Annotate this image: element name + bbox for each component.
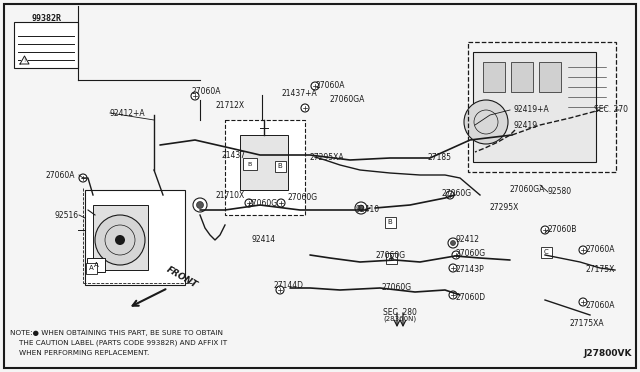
Text: A: A: [93, 262, 99, 268]
Text: 27060GA: 27060GA: [510, 186, 545, 195]
Circle shape: [387, 254, 395, 262]
Text: 27060GA: 27060GA: [330, 96, 365, 105]
Text: 92412+A: 92412+A: [110, 109, 146, 118]
Text: 99382R: 99382R: [31, 14, 61, 23]
Circle shape: [449, 291, 457, 299]
Circle shape: [452, 251, 460, 259]
Circle shape: [196, 202, 204, 208]
Circle shape: [579, 298, 587, 306]
Circle shape: [191, 92, 199, 100]
Circle shape: [301, 104, 309, 112]
Text: 27060A: 27060A: [45, 170, 75, 180]
Text: 27295XA: 27295XA: [310, 154, 344, 163]
Text: 21437: 21437: [222, 151, 246, 160]
Circle shape: [245, 199, 253, 207]
Text: 27060A: 27060A: [192, 87, 221, 96]
Text: 21712X: 21712X: [215, 100, 244, 109]
Text: SEC. 280: SEC. 280: [383, 308, 417, 317]
Circle shape: [79, 174, 87, 182]
Text: 27060A: 27060A: [586, 246, 616, 254]
Text: 92412: 92412: [455, 235, 479, 244]
Text: 27060G: 27060G: [288, 193, 318, 202]
Circle shape: [311, 82, 319, 90]
Text: 92419: 92419: [513, 121, 537, 129]
Circle shape: [449, 264, 457, 272]
Text: SEC. 270: SEC. 270: [594, 106, 628, 115]
Text: A: A: [388, 255, 394, 261]
Text: 27060G: 27060G: [442, 189, 472, 198]
Bar: [473, 52, 596, 162]
Text: 27060A: 27060A: [586, 301, 616, 310]
Text: NOTE:● WHEN OBTAINING THIS PART, BE SURE TO OBTAIN: NOTE:● WHEN OBTAINING THIS PART, BE SURE…: [10, 330, 223, 336]
Bar: [275, 160, 285, 171]
Bar: [14, 22, 78, 68]
Text: B: B: [388, 219, 392, 225]
Circle shape: [446, 191, 454, 199]
Text: 27060G: 27060G: [248, 199, 278, 208]
Circle shape: [451, 241, 456, 246]
Circle shape: [448, 238, 458, 248]
Text: 92419+A: 92419+A: [513, 106, 548, 115]
Text: 27060B: 27060B: [548, 225, 577, 234]
Bar: [468, 42, 616, 172]
Bar: [541, 247, 552, 257]
Bar: [85, 190, 185, 285]
Bar: [86, 263, 97, 273]
Text: 21437+A: 21437+A: [282, 89, 317, 97]
Bar: [87, 258, 105, 272]
Text: 27060D: 27060D: [456, 292, 486, 301]
Text: 21710X: 21710X: [215, 190, 244, 199]
Text: 27143P: 27143P: [456, 266, 484, 275]
Bar: [93, 205, 148, 270]
Text: 27185: 27185: [428, 154, 452, 163]
Bar: [385, 253, 397, 263]
Circle shape: [115, 235, 125, 245]
Text: 27060G: 27060G: [375, 250, 405, 260]
Circle shape: [95, 215, 145, 265]
Polygon shape: [20, 56, 29, 64]
Text: 27060A: 27060A: [315, 81, 344, 90]
Text: !: !: [24, 58, 26, 62]
Bar: [243, 158, 257, 170]
Text: 92580: 92580: [548, 187, 572, 196]
Text: 27060G: 27060G: [382, 282, 412, 292]
Circle shape: [579, 246, 587, 254]
Text: B: B: [278, 163, 282, 169]
Circle shape: [193, 198, 207, 212]
Text: B: B: [248, 161, 252, 167]
Circle shape: [277, 199, 285, 207]
Text: (28360N): (28360N): [383, 316, 417, 323]
Bar: [483, 62, 505, 92]
Circle shape: [276, 286, 284, 294]
Circle shape: [358, 205, 364, 211]
Bar: [539, 62, 561, 92]
Text: 27060G: 27060G: [455, 248, 485, 257]
Bar: [225, 120, 305, 215]
Text: C: C: [543, 249, 548, 255]
Text: J27800VK: J27800VK: [584, 349, 632, 358]
Text: THE CAUTION LABEL (PARTS CODE 99382R) AND AFFIX IT: THE CAUTION LABEL (PARTS CODE 99382R) AN…: [10, 340, 227, 346]
Bar: [240, 135, 288, 190]
Circle shape: [464, 100, 508, 144]
Text: 27175XA: 27175XA: [570, 318, 605, 327]
Bar: [511, 62, 533, 92]
Text: WHEN PERFORMING REPLACEMENT.: WHEN PERFORMING REPLACEMENT.: [10, 350, 149, 356]
Circle shape: [355, 202, 367, 214]
Text: 92516: 92516: [55, 211, 79, 219]
Text: 27175X: 27175X: [586, 266, 616, 275]
Text: 27144D: 27144D: [274, 280, 304, 289]
Bar: [385, 217, 396, 228]
Text: 92410: 92410: [355, 205, 379, 215]
Text: 27295X: 27295X: [490, 203, 520, 212]
Text: FRONT: FRONT: [165, 265, 199, 290]
Text: A: A: [88, 265, 93, 271]
Text: 92414: 92414: [252, 235, 276, 244]
Circle shape: [541, 226, 549, 234]
